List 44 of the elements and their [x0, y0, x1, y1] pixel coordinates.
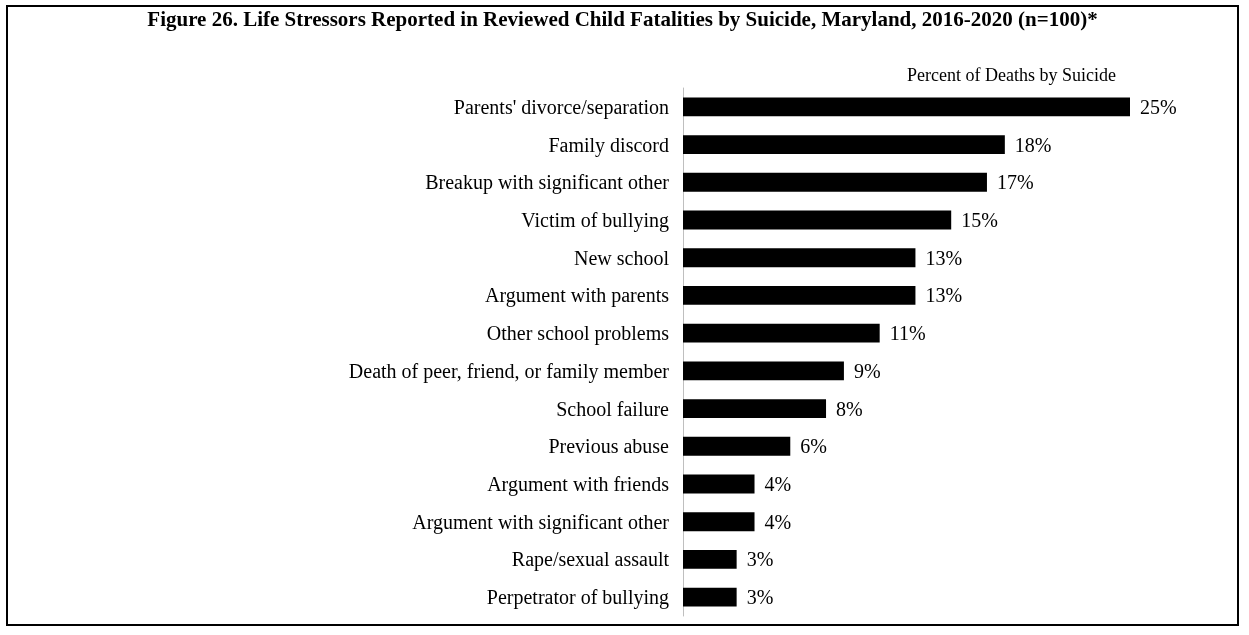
data-label: 6% [800, 435, 827, 458]
data-label: 25% [1140, 95, 1177, 118]
bar [683, 361, 844, 381]
data-label: 4% [764, 510, 792, 533]
data-label: 15% [961, 209, 998, 231]
y-tick-label: New school [574, 246, 670, 269]
data-label: 17% [996, 171, 1034, 194]
data-label: 18% [1014, 133, 1052, 156]
data-label: 11% [889, 322, 926, 345]
bar [683, 436, 791, 456]
y-tick-label: School failure [556, 397, 670, 420]
bar [683, 550, 737, 569]
y-tick-label: Parents' divorce/separation [453, 95, 669, 119]
data-label: 3% [746, 586, 774, 609]
bar [683, 210, 952, 230]
y-tick-label: Death of peer, friend, or family member [348, 359, 670, 383]
data-label: 3% [746, 548, 774, 571]
bar [683, 474, 755, 494]
data-label: 8% [836, 397, 863, 420]
y-tick-label: Family discord [548, 133, 669, 157]
y-tick-label: Victim of bullying [521, 209, 669, 232]
y-tick-label: Breakup with significant other [425, 171, 670, 195]
y-tick-label: Argument with friends [487, 473, 670, 496]
data-label: 9% [853, 359, 881, 382]
bar [683, 587, 737, 607]
data-label: 13% [925, 246, 963, 269]
bar [683, 248, 916, 268]
data-label: 4% [764, 473, 792, 495]
data-label: 13% [925, 284, 963, 307]
y-tick-label: Other school problems [486, 322, 670, 346]
chart-title: Figure 26. Life Stressors Reported in Reviewed Child Fatalities by Suicide, Maryland, 2016-2020 (n=100)* [146, 7, 1099, 32]
y-tick-label: Previous abuse [548, 435, 670, 458]
bar [683, 172, 987, 192]
bar [683, 286, 916, 305]
y-tick-label: Argument with parents [484, 284, 670, 308]
bar [683, 97, 1130, 117]
bar [683, 135, 1005, 154]
x-axis-title: Percent of Deaths by Suicide [907, 65, 1116, 85]
bar [683, 323, 880, 343]
y-tick-label: Argument with significant other [412, 510, 670, 534]
y-tick-label: Rape/sexual assault [511, 548, 670, 572]
y-tick-label: Perpetrator of bullying [486, 586, 669, 610]
bar [683, 512, 755, 532]
bar [683, 399, 827, 418]
